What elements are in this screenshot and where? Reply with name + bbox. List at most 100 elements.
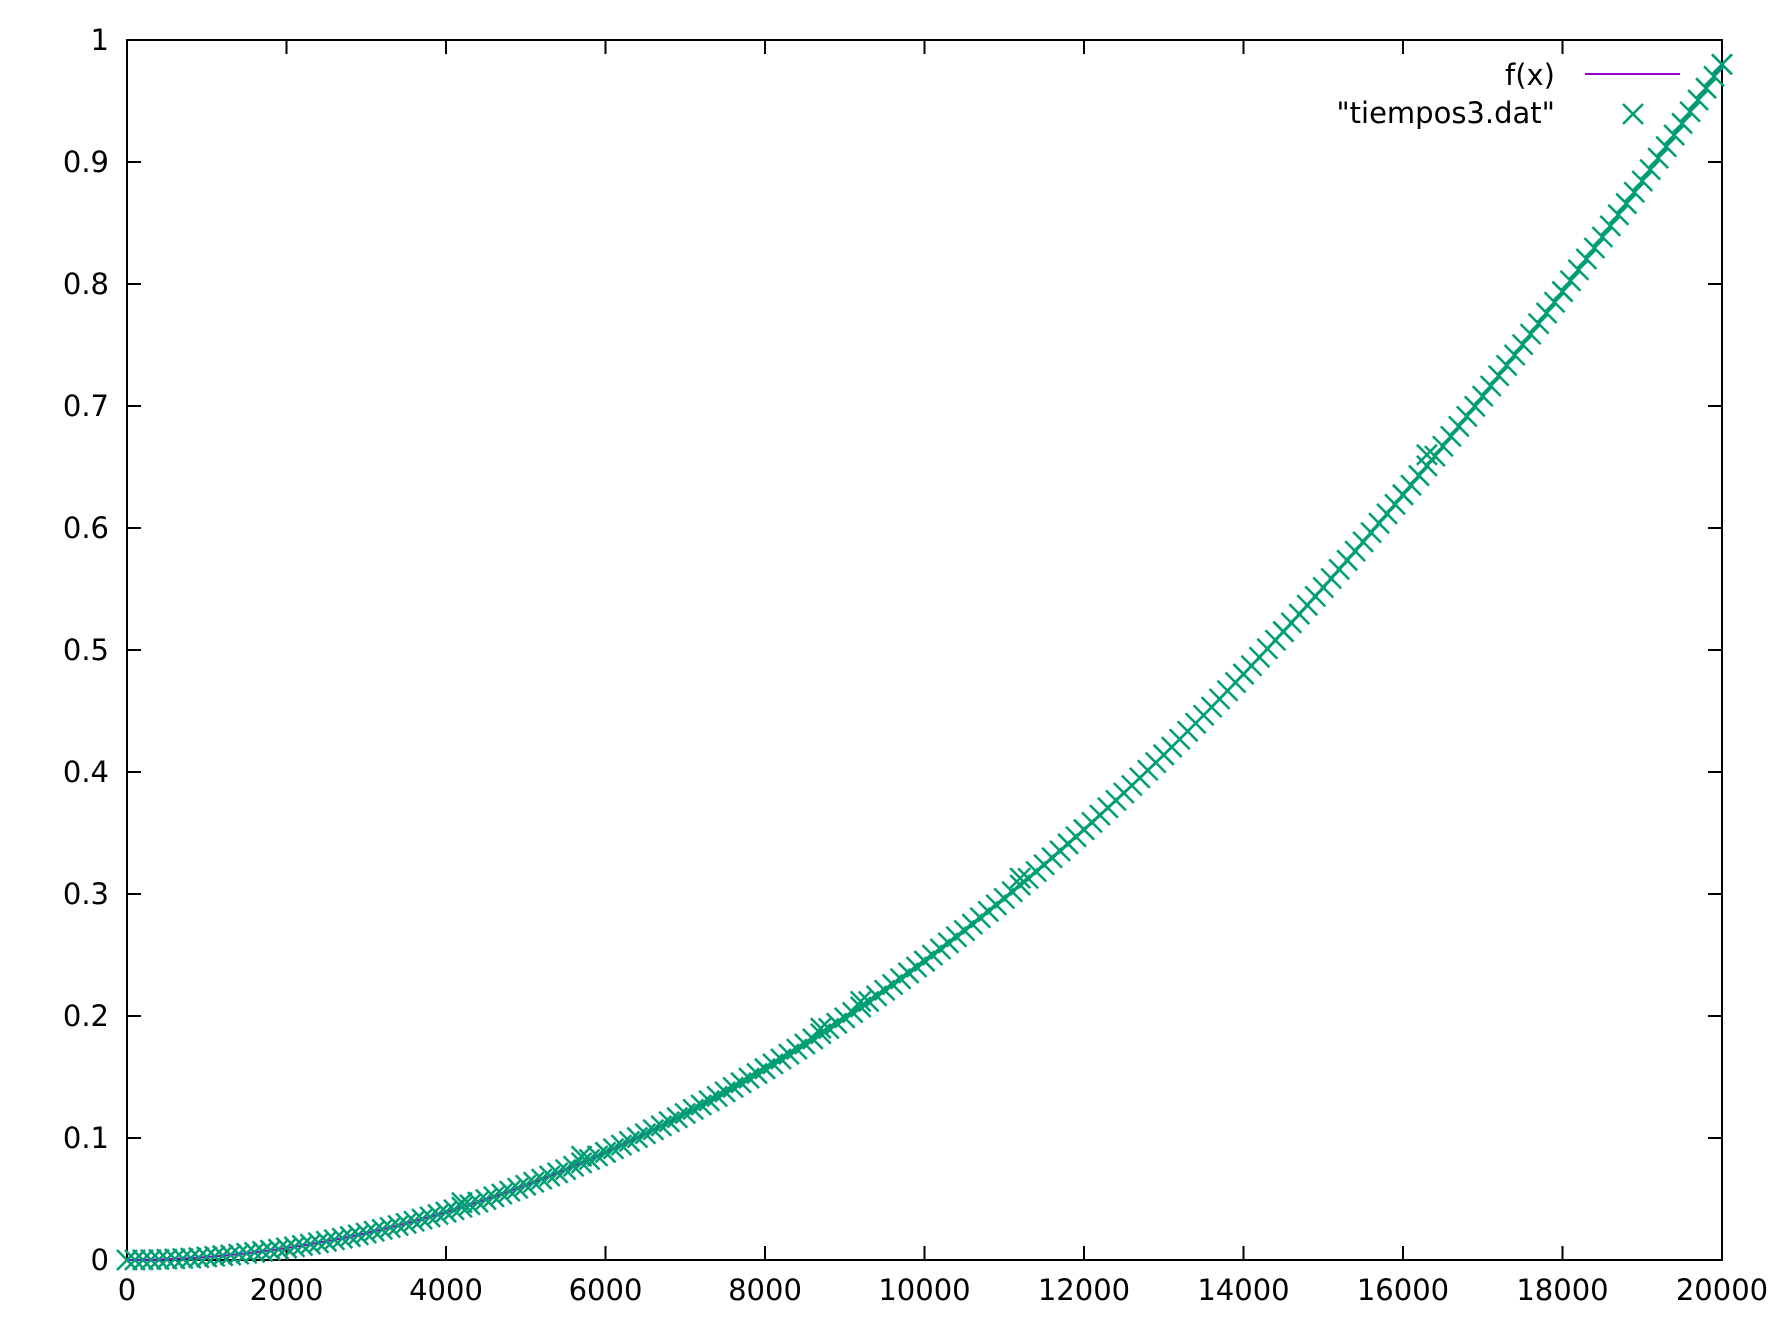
data-point: [1599, 215, 1622, 237]
data-point: [1615, 192, 1638, 215]
data-point: [1479, 375, 1502, 397]
y-tick-label: 0.1: [63, 1121, 109, 1155]
data-point: [586, 1145, 609, 1167]
data-point: [1695, 77, 1717, 100]
data-point: [116, 1249, 138, 1271]
x-tick-label: 18000: [1516, 1273, 1608, 1307]
data-point: [163, 1248, 186, 1270]
data-point: [530, 1168, 553, 1191]
data-point: [1511, 333, 1534, 356]
data-point: [1679, 100, 1701, 123]
data-point: [1455, 405, 1478, 428]
legend-swatch-tiempos3: [1622, 103, 1644, 125]
series-tiempos3-dat: [116, 53, 1733, 1271]
data-point: [514, 1174, 537, 1197]
data-point: [451, 1196, 473, 1219]
plot-frame: [126, 39, 1723, 1261]
data-point: [155, 1248, 178, 1271]
y-axis-tick-labels: 0 0.1 0.2 0.3 0.4 0.5 0.6 0.7 0.8 0.9 1: [63, 23, 109, 1277]
data-point: [148, 1248, 170, 1271]
data-point: [1711, 53, 1733, 76]
data-point: [1687, 89, 1709, 111]
legend-label-fx: f(x): [1505, 58, 1555, 92]
y-tick-label: 0.9: [63, 145, 109, 179]
data-point: [538, 1165, 561, 1187]
data-point: [1439, 425, 1462, 448]
axis-ticks: [126, 39, 1723, 1261]
series-f-of-x: [126, 63, 1723, 1261]
data-point: [124, 1249, 146, 1271]
data-point: [419, 1205, 441, 1228]
y-tick-label: 0.3: [63, 877, 109, 911]
x-tick-label: 20000: [1676, 1273, 1768, 1307]
data-point: [403, 1210, 425, 1233]
data-point: [1447, 415, 1470, 438]
data-point: [1416, 454, 1438, 477]
data-point: [1703, 65, 1725, 88]
data-point: [1009, 867, 1032, 890]
data-point: [1487, 364, 1510, 387]
data-point: [1551, 280, 1574, 303]
data-point: [570, 1152, 593, 1174]
y-tick-label: 0.4: [63, 755, 109, 789]
x-tick-label: 6000: [569, 1273, 643, 1307]
fx-line: [126, 63, 1723, 1261]
x-tick-label: 16000: [1357, 1273, 1449, 1307]
data-point: [1583, 237, 1606, 259]
data-point: [435, 1201, 457, 1224]
data-point: [1416, 443, 1438, 466]
x-axis-tick-labels: 0 2000 4000 6000 8000 10000 12000 14000 16000 180…: [118, 1273, 1768, 1307]
y-tick-label: 0.6: [63, 511, 109, 545]
data-point: [1639, 158, 1662, 181]
data-point: [1655, 135, 1678, 158]
x-tick-label: 12000: [1038, 1273, 1130, 1307]
legend: f(x) "tiempos3.dat": [1336, 58, 1680, 130]
data-point: [395, 1212, 418, 1235]
data-point: [1671, 112, 1694, 135]
data-point: [1543, 291, 1566, 314]
data-point: [1607, 203, 1630, 226]
data-point: [522, 1171, 545, 1194]
data-point: [1519, 323, 1542, 346]
data-point: [1559, 269, 1582, 292]
data-point: [459, 1193, 481, 1216]
data-point: [427, 1203, 449, 1226]
legend-label-tiempos3: "tiempos3.dat": [1336, 96, 1555, 130]
data-point: [140, 1248, 162, 1271]
x-tick-label: 10000: [878, 1273, 970, 1307]
data-point: [1535, 302, 1558, 324]
data-point: [546, 1161, 569, 1184]
data-point: [1463, 395, 1486, 418]
data-point: [411, 1208, 433, 1230]
data-point: [1503, 344, 1526, 366]
data-point: [443, 1198, 465, 1221]
data-point: [490, 1183, 513, 1205]
data-point: [1623, 181, 1646, 204]
data-point: [482, 1185, 505, 1208]
data-point: [1591, 226, 1614, 248]
data-point: [1424, 445, 1446, 467]
data-point: [498, 1180, 521, 1203]
data-point: [570, 1145, 593, 1168]
data-point: [1495, 354, 1518, 377]
plot-border: [126, 39, 1723, 1261]
data-point: [1647, 147, 1670, 170]
y-tick-label: 0.2: [63, 999, 109, 1033]
y-tick-label: 0.8: [63, 267, 109, 301]
x-tick-label: 8000: [728, 1273, 802, 1307]
data-point: [132, 1248, 154, 1271]
y-tick-label: 0: [91, 1243, 109, 1277]
data-point: [506, 1177, 529, 1200]
data-point: [474, 1188, 497, 1211]
data-point: [387, 1214, 410, 1237]
y-tick-label: 0.7: [63, 389, 109, 423]
x-tick-label: 2000: [250, 1273, 324, 1307]
data-point: [467, 1191, 489, 1214]
data-point: [1527, 312, 1550, 335]
data-point: [1431, 435, 1454, 458]
data-point: [1567, 259, 1590, 281]
x-tick-label: 4000: [409, 1273, 483, 1307]
data-point: [1575, 248, 1598, 270]
y-tick-label: 0.5: [63, 633, 109, 667]
